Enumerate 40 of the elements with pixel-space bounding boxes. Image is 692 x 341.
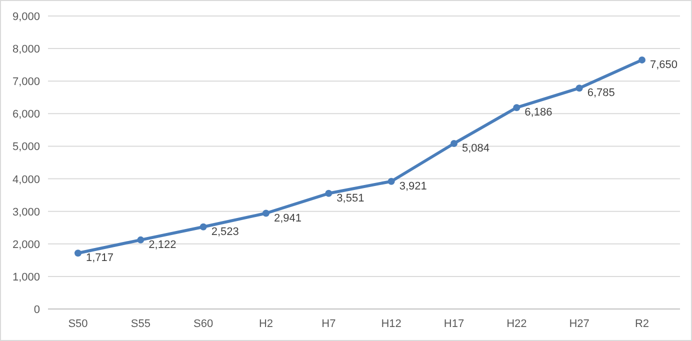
x-tick-label: S60 <box>194 318 214 330</box>
data-label: 5,084 <box>462 142 490 154</box>
data-label: 2,122 <box>148 238 176 251</box>
data-label: 6,785 <box>587 87 615 100</box>
x-tick-label: H27 <box>569 318 590 330</box>
y-tick-label: 2,000 <box>12 238 40 251</box>
data-label: 2,941 <box>274 212 302 224</box>
x-tick-label: H12 <box>381 318 402 330</box>
y-tick-label: 8,000 <box>12 44 40 56</box>
x-tick-label: R2 <box>634 318 650 330</box>
point <box>137 236 144 244</box>
point <box>576 84 583 92</box>
point <box>513 104 520 112</box>
x-tick-label: S50 <box>68 318 88 330</box>
y-tick-label: 7,000 <box>12 76 40 88</box>
point <box>262 210 270 217</box>
data-label: 3,921 <box>399 180 427 192</box>
y-tick-label: 5,000 <box>12 141 40 154</box>
data-label: 3,551 <box>336 192 364 204</box>
y-tick-label: 4,000 <box>12 174 40 186</box>
x-tick-label: H2 <box>258 318 274 330</box>
data-label: 2,523 <box>211 226 239 238</box>
y-tick-label: 6,000 <box>12 108 40 121</box>
x-tick-label: H17 <box>444 318 464 330</box>
data-label: 7,650 <box>650 58 678 71</box>
point <box>450 140 458 147</box>
point <box>325 190 332 197</box>
point <box>388 178 395 185</box>
point <box>74 250 82 257</box>
y-tick-label: 0 <box>34 304 40 316</box>
y-tick-label: 3,000 <box>12 206 40 218</box>
y-tick-label: 9,000 <box>12 11 40 23</box>
data-label: 1,717 <box>86 252 114 264</box>
data-label: 6,186 <box>524 106 552 119</box>
x-tick-label: H7 <box>322 318 336 330</box>
x-tick-label: S55 <box>130 318 150 330</box>
x-tick-label: H22 <box>506 318 527 330</box>
point <box>200 223 207 230</box>
y-tick-label: 1,000 <box>12 271 40 284</box>
point <box>638 56 646 64</box>
